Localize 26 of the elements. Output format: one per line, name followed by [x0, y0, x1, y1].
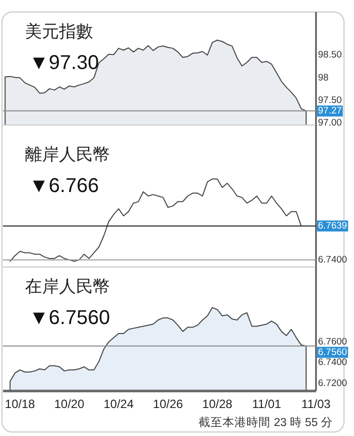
x-tick-label: 10/20	[54, 397, 85, 411]
text: 在岸人民幣	[25, 277, 110, 296]
y-tick-label: 98	[318, 72, 329, 84]
text: 美元指數	[25, 22, 93, 41]
x-tick-label: 11/03	[301, 397, 331, 411]
y-tick-label: 97.00	[318, 118, 342, 129]
x-tick-label: 10/26	[152, 397, 184, 411]
x-tick-label: 10/18	[4, 397, 36, 411]
x-tick-label: 11/01	[252, 397, 282, 411]
y-tick-label: 97.50	[318, 95, 342, 106]
y-tick-label: 6.7400	[318, 357, 348, 368]
line-series	[10, 178, 302, 262]
text: ▼6.7560	[29, 307, 110, 329]
text: 離岸人民幣	[25, 145, 110, 164]
text: ▼97.30	[29, 52, 99, 74]
y-tick-label: 6.7200	[318, 378, 348, 389]
y-tick-label: 6.7400	[318, 254, 348, 266]
text: ▼6.766	[29, 175, 99, 197]
y-tick-label: 98.50	[318, 50, 342, 61]
x-tick-label: 10/28	[202, 397, 233, 411]
text: 截至本港時間 23 時 55 分	[198, 416, 333, 429]
ref-line-label: 6.7560	[318, 346, 348, 358]
ref-line-label: 97.27	[318, 106, 342, 117]
y-tick-label: 6.7600	[318, 336, 348, 348]
y-tick-label: 6.7639	[318, 220, 348, 232]
x-tick-label: 10/24	[104, 397, 134, 411]
